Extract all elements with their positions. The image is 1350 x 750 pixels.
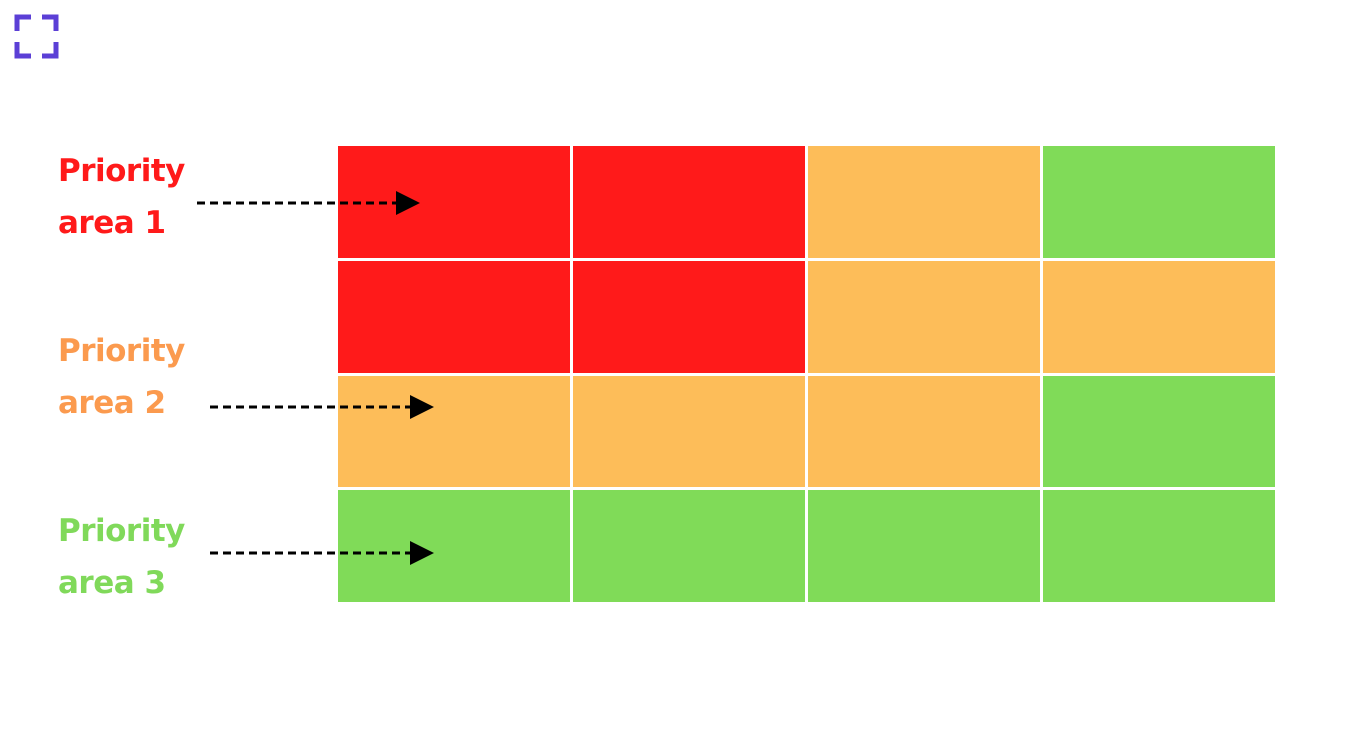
- grid-cell: [808, 375, 1040, 488]
- priority-label: Priority area 3: [58, 513, 185, 601]
- priority-label: Priority area 2: [58, 333, 185, 421]
- grid-cell: [808, 146, 1040, 258]
- logo: [14, 14, 59, 59]
- grid-cell: [808, 260, 1040, 373]
- grid-cell: [808, 490, 1040, 602]
- grid-cell: [338, 146, 570, 258]
- grid-cell: [1043, 146, 1275, 258]
- grid-cell: [338, 490, 570, 602]
- grid-cell: [573, 146, 805, 258]
- priority-label: Priority area 1: [58, 153, 185, 241]
- grid-cell: [338, 375, 570, 488]
- priority-grid: [338, 146, 1275, 602]
- grid-cell: [1043, 260, 1275, 373]
- grid-cell: [573, 375, 805, 488]
- grid-cell: [573, 490, 805, 602]
- grid-cell: [573, 260, 805, 373]
- grid-cell: [338, 260, 570, 373]
- grid-cell: [1043, 375, 1275, 488]
- grid-cell: [1043, 490, 1275, 602]
